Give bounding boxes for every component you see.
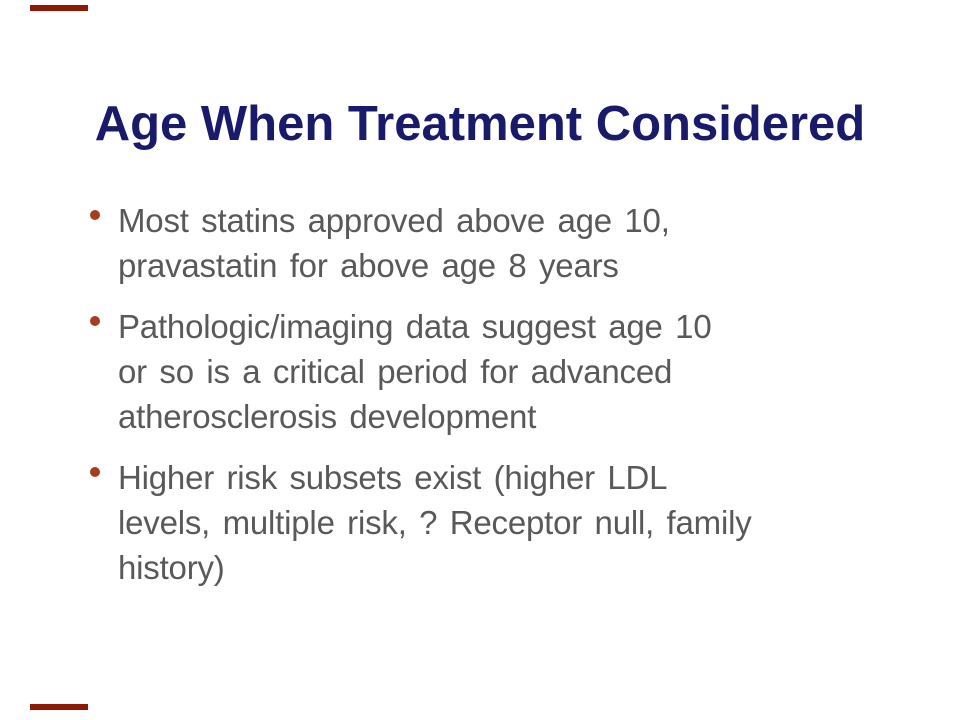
bullet-dot-icon [90, 467, 100, 477]
bullet-item-1: Most statins approved above age 10, prav… [88, 198, 910, 288]
bullet-line: history) [118, 549, 225, 586]
bullet-line: Pathologic/imaging data suggest age 10 [118, 308, 712, 345]
slide-edge-mark-bottom [30, 704, 88, 710]
bullet-item-3: Higher risk subsets exist (higher LDL le… [88, 455, 910, 590]
bullet-line: pravastatin for above age 8 years [118, 247, 619, 284]
slide-edge-mark-top [30, 5, 88, 11]
bullet-line: atherosclerosis development [118, 398, 537, 435]
bullet-line: Higher risk subsets exist (higher LDL [118, 459, 668, 496]
bullet-dot-icon [90, 210, 100, 220]
slide-title: Age When Treatment Considered [94, 97, 866, 151]
bullet-item-2: Pathologic/imaging data suggest age 10 o… [88, 304, 910, 439]
bullet-line: or so is a critical period for advanced [118, 353, 673, 390]
bullet-line: Most statins approved above age 10, [118, 202, 670, 239]
bullet-dot-icon [90, 316, 100, 326]
bullet-line: levels, multiple risk, ? Receptor null, … [118, 504, 752, 541]
bullet-list: Most statins approved above age 10, prav… [88, 198, 910, 606]
